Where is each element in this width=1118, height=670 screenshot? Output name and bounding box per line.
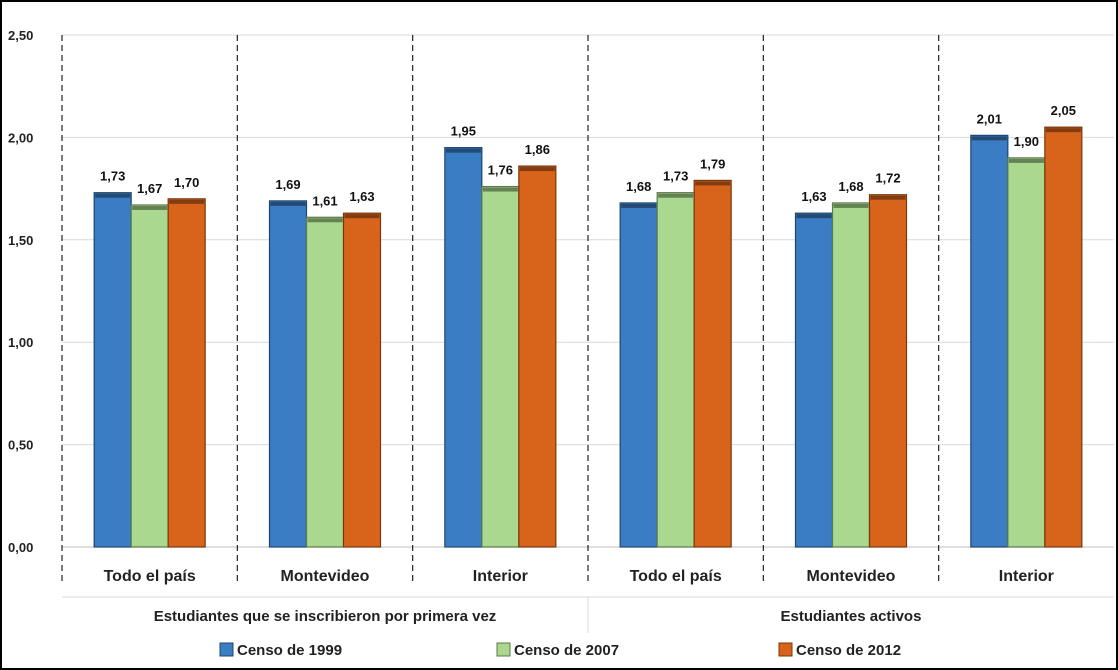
group-label: Estudiantes activos bbox=[781, 608, 922, 625]
bar bbox=[342, 212, 382, 548]
data-label: 2,01 bbox=[977, 111, 1002, 126]
legend-swatch bbox=[496, 642, 511, 657]
bar bbox=[518, 165, 557, 548]
bar bbox=[167, 198, 206, 548]
bar-top-edge bbox=[621, 203, 657, 208]
bar-top-edge bbox=[796, 214, 832, 219]
bar bbox=[1044, 126, 1083, 548]
data-label: 1,68 bbox=[838, 179, 863, 194]
category-label: Todo el país bbox=[630, 568, 722, 585]
y-tick-label: 2,00 bbox=[8, 130, 33, 145]
data-label: 1,70 bbox=[174, 175, 199, 190]
data-label: 1,95 bbox=[451, 124, 476, 139]
legend-label: Censo de 2007 bbox=[514, 642, 619, 659]
bar-top-edge bbox=[270, 201, 306, 206]
bar bbox=[268, 200, 308, 548]
bar bbox=[1007, 157, 1046, 548]
data-label: 1,61 bbox=[312, 193, 337, 208]
category-label: Interior bbox=[473, 568, 528, 585]
data-label: 2,05 bbox=[1051, 103, 1076, 118]
bar-top-edge bbox=[519, 167, 555, 172]
bar bbox=[444, 147, 483, 548]
data-label: 1,76 bbox=[488, 163, 513, 178]
bar bbox=[305, 216, 345, 548]
y-tick-label: 1,00 bbox=[8, 335, 33, 350]
bar bbox=[481, 185, 520, 548]
bar-top-edge bbox=[658, 193, 694, 198]
bar bbox=[970, 134, 1009, 548]
bar bbox=[93, 192, 132, 548]
bar bbox=[794, 212, 834, 548]
legend-swatch bbox=[219, 642, 234, 657]
bar-top-edge bbox=[132, 205, 168, 210]
legend: Censo de 1999 Censo de 2007 Censo de 2012 bbox=[219, 642, 901, 659]
category-label: Todo el país bbox=[104, 568, 196, 585]
data-label: 1,73 bbox=[100, 169, 125, 184]
data-label: 1,72 bbox=[875, 171, 900, 186]
bar bbox=[831, 202, 871, 548]
bar-top-edge bbox=[95, 193, 131, 198]
bar-top-edge bbox=[833, 203, 869, 208]
bar-top-edge bbox=[695, 181, 731, 186]
legend-item: Censo de 1999 bbox=[219, 642, 342, 659]
bar-top-edge bbox=[445, 148, 481, 153]
data-label: 1,67 bbox=[137, 181, 162, 196]
data-label: 1,79 bbox=[700, 156, 725, 171]
legend-label: Censo de 2012 bbox=[796, 642, 901, 659]
bar-top-edge bbox=[1008, 158, 1044, 163]
bar-top-edge bbox=[971, 136, 1007, 141]
bar-top-edge bbox=[482, 187, 518, 192]
y-axis: 0,00 0,50 1,00 1,50 2,00 2,50 bbox=[8, 28, 33, 555]
legend-swatch bbox=[778, 642, 793, 657]
bar bbox=[130, 204, 169, 548]
data-label: 1,63 bbox=[349, 189, 374, 204]
bar-top-edge bbox=[169, 199, 205, 204]
group-label: Estudiantes que se inscribieron por prim… bbox=[154, 608, 497, 625]
bar-top-edge bbox=[870, 195, 906, 200]
category-separators bbox=[61, 35, 940, 583]
bar bbox=[868, 194, 908, 548]
data-label: 1,63 bbox=[801, 189, 826, 204]
bar bbox=[693, 179, 732, 548]
data-labels: 1,73 1,67 1,70 1,69 1,61 1,63 1,95 1,76 1,86 1,68… bbox=[100, 103, 1076, 208]
y-tick-label: 0,50 bbox=[8, 438, 33, 453]
data-label: 1,86 bbox=[525, 142, 550, 157]
legend-item: Censo de 2007 bbox=[496, 642, 619, 659]
bar-top-edge bbox=[307, 218, 343, 223]
category-label: Montevideo bbox=[807, 568, 896, 585]
category-label: Interior bbox=[999, 568, 1054, 585]
y-tick-label: 2,50 bbox=[8, 28, 33, 43]
bar bbox=[619, 202, 658, 548]
legend-label: Censo de 1999 bbox=[237, 642, 342, 659]
x-axis: Todo el país Montevideo Interior Todo el pa… bbox=[62, 568, 1114, 633]
data-label: 1,90 bbox=[1014, 134, 1039, 149]
y-tick-label: 0,00 bbox=[8, 540, 33, 555]
data-label: 1,69 bbox=[275, 177, 300, 192]
bar bbox=[656, 192, 695, 548]
bar-top-edge bbox=[1045, 128, 1081, 133]
y-tick-label: 1,50 bbox=[8, 233, 33, 248]
category-label: Montevideo bbox=[281, 568, 370, 585]
bars bbox=[93, 126, 1083, 548]
data-label: 1,68 bbox=[626, 179, 651, 194]
data-label: 1,73 bbox=[663, 169, 688, 184]
bar-top-edge bbox=[344, 214, 380, 219]
legend-item: Censo de 2012 bbox=[778, 642, 901, 659]
